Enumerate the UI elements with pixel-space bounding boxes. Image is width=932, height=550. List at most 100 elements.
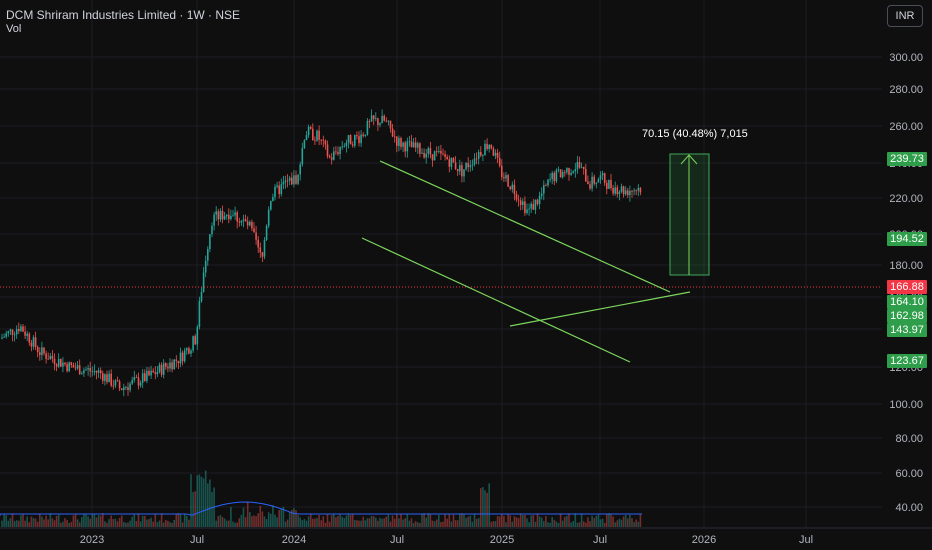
volume-bar: [591, 515, 593, 527]
volume-bar: [503, 516, 505, 527]
candle-body: [635, 190, 637, 192]
volume-bar: [580, 513, 583, 527]
volume-bar: [421, 514, 423, 527]
volume-bar: [585, 522, 587, 527]
candle-body: [601, 173, 604, 176]
volume-bar: [505, 522, 507, 527]
volume-bar: [603, 522, 606, 527]
candle-body: [55, 364, 58, 367]
volume-bar: [452, 514, 455, 527]
volume-bar: [120, 515, 123, 527]
candle-body: [351, 144, 354, 146]
volume-bar: [133, 513, 136, 527]
candle-body: [473, 158, 476, 165]
candle-body: [488, 144, 490, 150]
volume-bar: [318, 515, 320, 527]
candle-body: [265, 225, 268, 240]
candle-body: [165, 363, 167, 367]
volume-bar: [139, 521, 142, 527]
volume-bar: [349, 515, 352, 527]
candle-body: [91, 371, 94, 372]
candlestick-series: [1, 109, 642, 397]
volume-bar: [477, 517, 480, 527]
candle-body: [152, 370, 154, 373]
chart-title: DCM Shriram Industries Limited · 1W · NS…: [6, 8, 241, 22]
candle-body: [207, 249, 209, 261]
volume-bar: [291, 509, 293, 527]
volume-bar: [154, 513, 157, 527]
volume-bar: [43, 519, 45, 527]
volume-bar: [564, 516, 566, 527]
volume-bar: [207, 483, 209, 527]
candle-body: [303, 140, 306, 148]
volume-bar: [179, 513, 182, 527]
candle-body: [133, 377, 136, 381]
volume-bar: [263, 516, 266, 527]
price-axis-label: 60.00: [895, 468, 923, 480]
volume-bar: [41, 516, 43, 527]
candle-body: [349, 135, 352, 145]
volume-bar: [618, 518, 621, 527]
support-trendline: [509, 291, 691, 327]
volume-bar: [467, 516, 469, 527]
volume-bar: [127, 522, 129, 527]
volume-bar: [305, 520, 308, 527]
volume-ma-line: [0, 501, 642, 516]
candle-body: [345, 142, 348, 147]
price-tag-239: 239.73: [887, 152, 927, 166]
volume-bar: [57, 514, 60, 527]
candle-body: [316, 130, 318, 141]
candle-body: [53, 358, 56, 365]
candle-body: [547, 179, 549, 186]
volume-bar: [631, 518, 633, 527]
volume-bar: [639, 513, 642, 527]
volume-bar: [150, 517, 152, 527]
volume-bar: [20, 515, 22, 527]
price-axis-label: 220.00: [889, 193, 923, 205]
volume-bar: [278, 510, 280, 527]
volume-bar: [55, 516, 58, 527]
candle-body: [242, 219, 245, 221]
volume-bar: [95, 517, 98, 527]
volume-bar: [53, 520, 56, 527]
candle-body: [68, 362, 70, 372]
candle-body: [343, 146, 346, 147]
volume-bar: [272, 505, 274, 527]
candle-body: [385, 120, 388, 122]
currency-button[interactable]: INR: [887, 5, 923, 27]
candle-body: [263, 239, 266, 257]
candle-body: [414, 142, 417, 148]
candle-body: [225, 214, 228, 217]
volume-bar: [616, 520, 619, 527]
volume-bar: [307, 516, 310, 527]
candle-body: [87, 368, 89, 370]
volume-bar: [589, 521, 591, 527]
candle-body: [465, 162, 467, 170]
price-axis-label: 80.00: [895, 433, 923, 445]
volume-bar: [540, 517, 543, 527]
volume-bar: [498, 516, 501, 527]
volume-bar: [360, 520, 362, 527]
candle-body: [503, 177, 505, 179]
candle-body: [150, 370, 152, 376]
volume-bar: [351, 513, 354, 527]
candle-body: [259, 247, 262, 253]
candle-body: [104, 374, 106, 381]
volume-bar: [574, 513, 577, 527]
volume-bar: [419, 522, 421, 527]
volume-bar: [381, 518, 383, 527]
candle-body: [616, 187, 619, 195]
volume-indicator-label[interactable]: Vol: [6, 23, 22, 35]
candle-body: [482, 155, 484, 157]
volume-bar: [320, 520, 322, 527]
volume-bar: [391, 515, 394, 527]
candle-body: [309, 126, 312, 129]
candle-body: [538, 195, 541, 205]
candle-body: [404, 142, 406, 152]
candle-body: [379, 123, 381, 125]
volume-bar: [366, 518, 369, 527]
volume-bar: [39, 513, 41, 527]
volume-bar: [240, 514, 243, 527]
candle-body: [637, 187, 640, 191]
